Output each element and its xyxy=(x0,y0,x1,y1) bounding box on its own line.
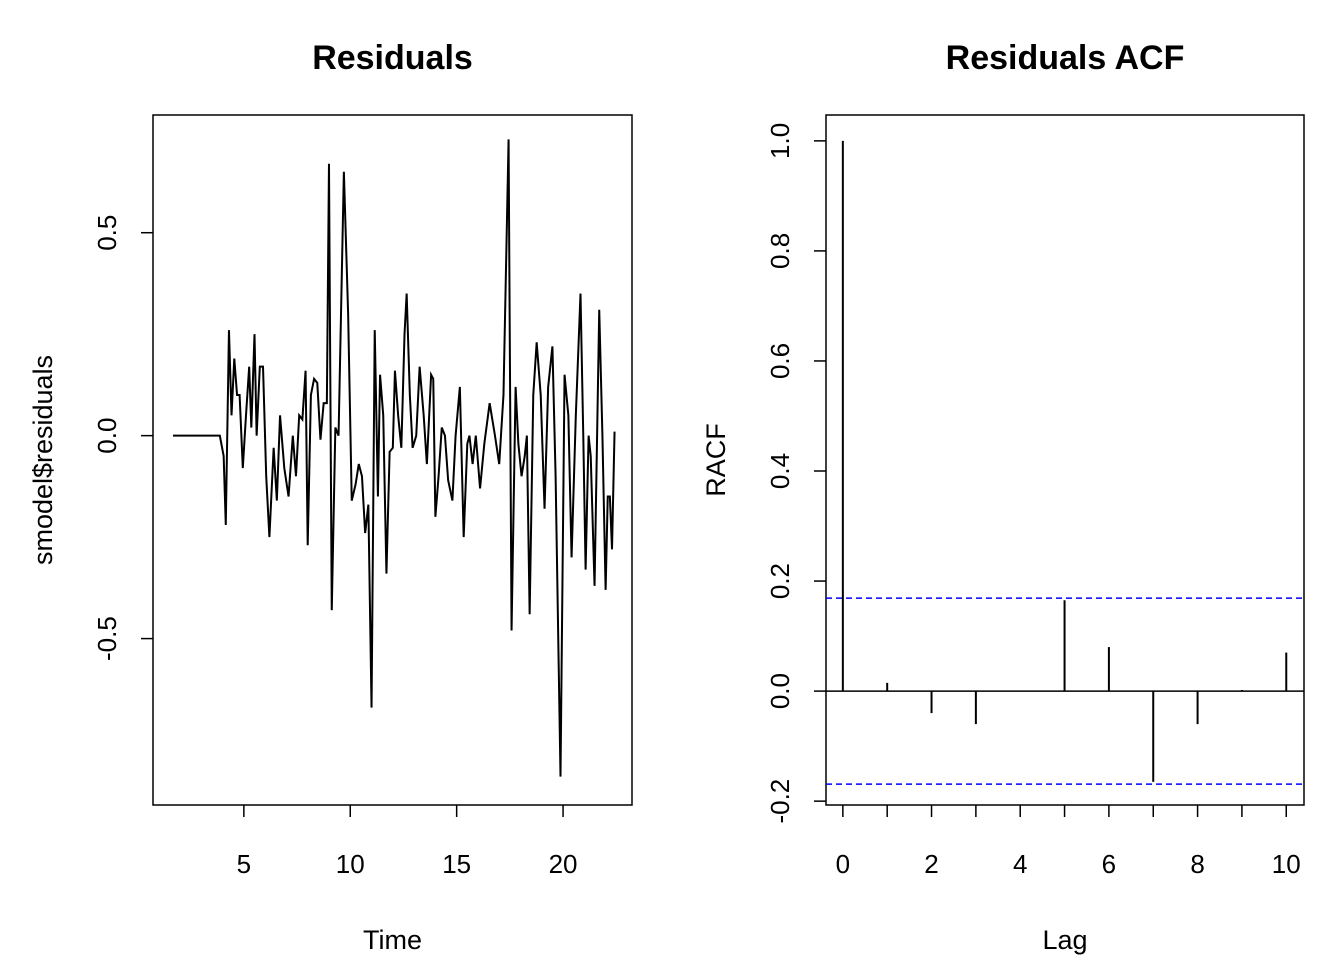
plot-box xyxy=(152,114,633,806)
x-tick-label: 10 xyxy=(1272,849,1301,879)
y-tick-label: -0.2 xyxy=(765,779,795,824)
x-axis-label: Time xyxy=(363,925,422,955)
y-tick-label: 0.2 xyxy=(765,563,795,599)
y-tick-label: 0.0 xyxy=(765,673,795,709)
y-tick-label: 0.5 xyxy=(92,215,122,251)
x-tick-label: 4 xyxy=(1013,849,1027,879)
plot-box xyxy=(825,114,1305,806)
x-tick-label: 20 xyxy=(549,849,578,879)
y-tick-label: -0.5 xyxy=(92,616,122,661)
y-tick-label: 0.6 xyxy=(765,343,795,379)
x-tick-label: 0 xyxy=(836,849,850,879)
y-tick-label: 1.0 xyxy=(765,123,795,159)
y-tick-label: 0.8 xyxy=(765,233,795,269)
y-tick-label: 0.0 xyxy=(92,418,122,454)
x-tick-label: 15 xyxy=(442,849,471,879)
x-tick-label: 6 xyxy=(1102,849,1116,879)
y-axis-label: smodel$residuals xyxy=(28,355,58,565)
x-tick-label: 5 xyxy=(237,849,251,879)
y-axis-label: RACF xyxy=(701,423,731,497)
x-tick-label: 10 xyxy=(336,849,365,879)
series-line xyxy=(173,139,616,777)
chart-title: Residuals xyxy=(312,39,473,77)
chart-title: Residuals ACF xyxy=(946,39,1185,77)
x-tick-label: 8 xyxy=(1190,849,1204,879)
x-axis-label: Lag xyxy=(1042,925,1087,955)
x-tick-label: 2 xyxy=(924,849,938,879)
y-tick-label: 0.4 xyxy=(765,453,795,489)
